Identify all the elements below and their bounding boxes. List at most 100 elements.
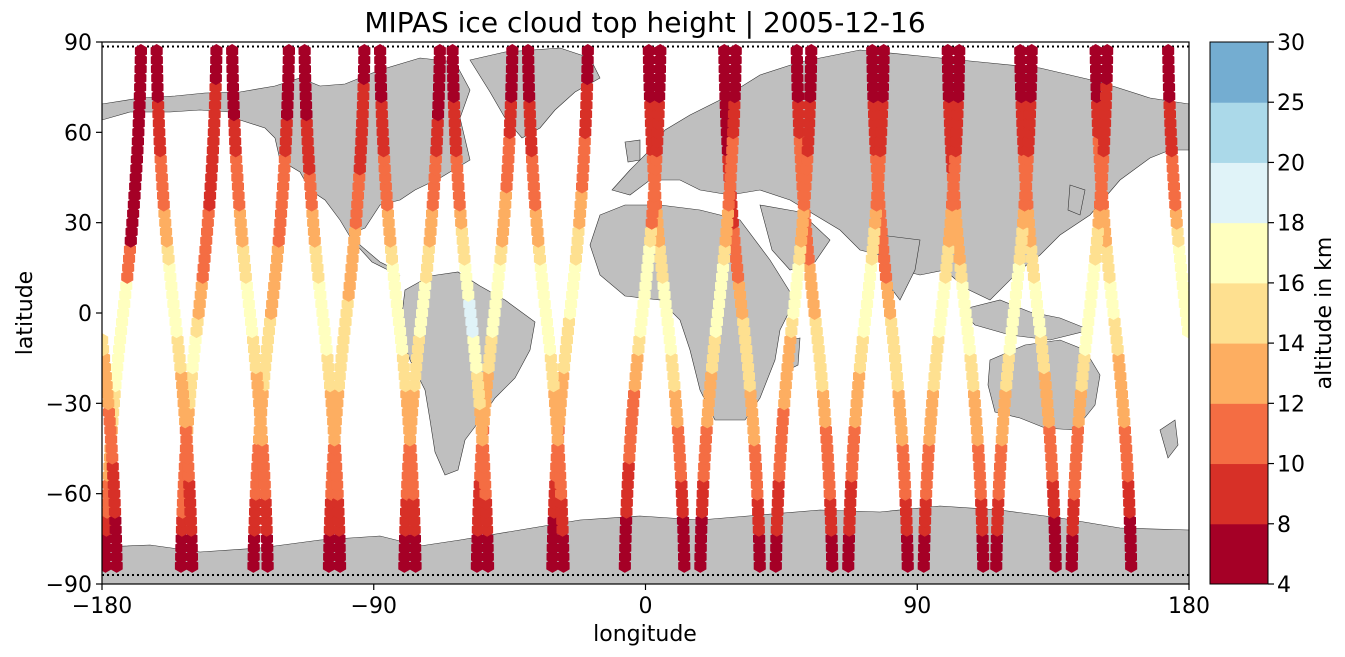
colorbar-tick-label: 12 [1277,392,1305,417]
cloud-marker [1163,98,1176,113]
cloud-marker [230,161,243,176]
cloud-marker [175,531,188,546]
cloud-marker [942,62,955,77]
cloud-marker [358,62,371,77]
cloud-marker [578,134,591,149]
cloud-marker [1124,522,1137,537]
cloud-marker [259,495,272,510]
colorbar-segment [1210,282,1268,344]
cloud-marker [991,504,1004,519]
cloud-marker [792,98,805,113]
x-tick-label: −90 [351,594,397,619]
cloud-marker [185,531,198,546]
cloud-marker [504,116,517,131]
cloud-marker [1025,53,1038,68]
cloud-marker [210,53,223,68]
cloud-marker [825,531,838,546]
cloud-marker [557,549,570,564]
cloud-marker [695,513,708,528]
cloud-marker [1014,53,1027,68]
cloud-marker [446,44,459,58]
cloud-marker [152,107,165,122]
cloud-marker [110,549,123,564]
cloud-marker [503,134,516,149]
cloud-marker [355,125,368,140]
cloud-marker [501,161,514,176]
cloud-marker [134,62,147,77]
cloud-marker [152,116,165,131]
cloud-marker [547,531,560,546]
cloud-marker [282,80,295,95]
cloud-marker [522,53,535,68]
cloud-marker [653,62,666,77]
colorbar-frame [1209,41,1269,585]
cloud-marker [621,486,634,501]
cloud-marker [208,98,222,113]
cloud-marker [522,62,535,77]
cloud-marker [408,522,421,537]
cloud-marker [1122,486,1135,501]
cloud-marker [522,80,535,95]
cloud-marker [374,53,387,68]
cloud-marker [249,504,262,519]
cloud-marker [281,98,294,113]
cloud-marker [1065,558,1078,573]
cloud-marker [482,558,495,573]
cloud-marker [106,459,119,474]
cloud-marker [471,522,484,537]
cloud-marker [1068,486,1081,501]
cloud-marker [951,107,964,122]
cloud-marker [446,53,459,68]
cloud-marker [259,486,272,501]
cloud-marker [1015,80,1028,95]
cloud-marker [769,558,782,573]
cloud-marker [642,44,655,58]
cloud-marker [718,44,731,58]
cloud-marker [431,116,444,131]
cloud-marker [408,513,421,528]
cloud-marker [1069,459,1082,474]
colorbar-segment [1210,162,1268,224]
cloud-marker [298,53,311,68]
cloud-marker [678,549,691,564]
cloud-marker [901,558,914,573]
land-eurasia [611,49,1189,301]
cloud-marker [867,80,880,95]
cloud-marker [802,134,815,149]
cloud-marker [1090,89,1103,104]
cloud-marker [298,62,311,77]
cloud-marker [726,134,739,149]
cloud-marker [409,540,422,555]
cloud-marker [104,432,118,447]
cloud-marker [332,504,345,519]
cloud-marker [753,558,766,573]
cloud-marker [398,540,411,555]
cloud-marker [375,89,388,104]
cloud-marker [1100,89,1113,104]
cloud-marker [1162,80,1176,95]
cloud-marker [643,89,656,104]
cloud-marker [676,495,689,510]
cloud-marker [248,513,261,528]
cloud-marker [952,80,965,95]
cloud-marker [1162,71,1175,86]
cloud-marker [227,89,240,104]
cloud-marker [1048,513,1061,528]
cloud-marker [481,540,494,555]
colorbar-segment [1210,463,1268,525]
cloud-marker [990,558,1003,573]
cloud-marker [452,188,466,203]
cloud-marker [897,459,910,474]
cloud-marker [790,44,803,58]
cloud-marker [1098,134,1111,149]
cloud-marker [1049,540,1062,555]
cloud-marker [429,161,442,176]
cloud-marker [899,495,912,510]
cloud-marker [620,495,633,510]
cloud-marker [504,107,517,122]
cloud-marker [301,125,314,140]
colorbar-tick-label: 25 [1277,91,1305,116]
cloud-marker [174,558,187,573]
cloud-marker [992,495,1005,510]
